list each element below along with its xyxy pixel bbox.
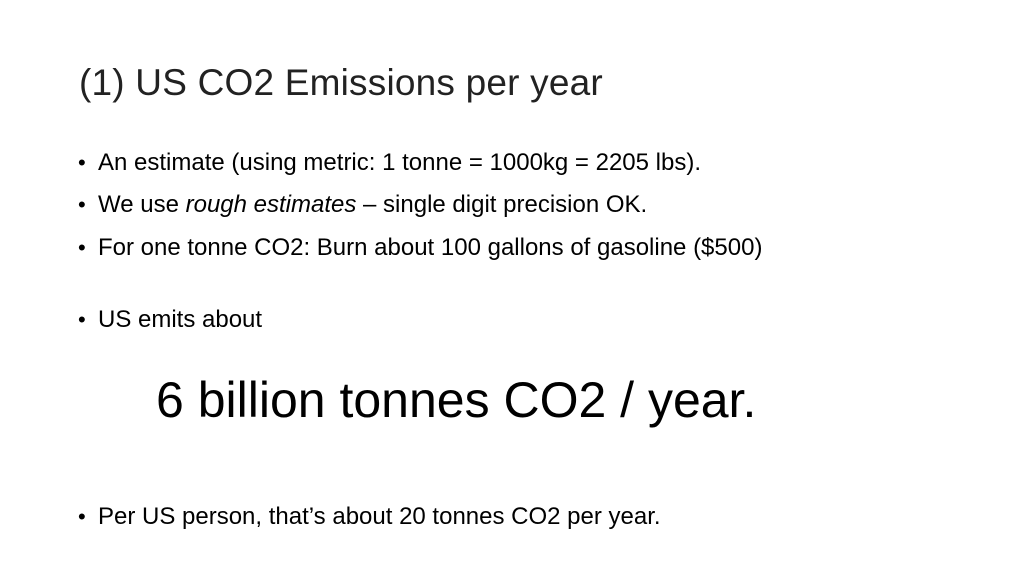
bullet-gasoline: • For one tonne CO2: Burn about 100 gallo…: [78, 233, 762, 263]
bullet-per-person: • Per US person, that’s about 20 tonnes C…: [78, 502, 661, 532]
bullet-text-before: We use: [98, 191, 186, 218]
bullet-text: Per US person, that’s about 20 tonnes CO…: [98, 503, 661, 530]
bullet-dot: •: [78, 150, 86, 175]
bullet-dot: •: [78, 192, 86, 217]
highlight-statement: 6 billion tonnes CO2 / year.: [156, 372, 757, 428]
bullet-estimate: • An estimate (using metric: 1 tonne = 10…: [78, 148, 701, 178]
bullet-text: For one tonne CO2: Burn about 100 gallon…: [98, 234, 763, 261]
bullet-text-italic: rough estimates: [185, 191, 357, 218]
bullet-text-after: – single digit precision OK.: [356, 191, 648, 218]
bullet-dot: •: [78, 504, 86, 529]
slide-title: (1) US CO2 Emissions per year: [79, 62, 603, 103]
bullet-rough-estimates: • We use rough estimates – single digit p…: [78, 190, 647, 220]
bullet-dot: •: [78, 235, 86, 260]
bullet-us-emits: • US emits about: [78, 305, 262, 335]
bullet-dot: •: [78, 307, 86, 332]
bullet-text: US emits about: [98, 306, 263, 333]
bullet-text: An estimate (using metric: 1 tonne = 100…: [98, 149, 702, 176]
